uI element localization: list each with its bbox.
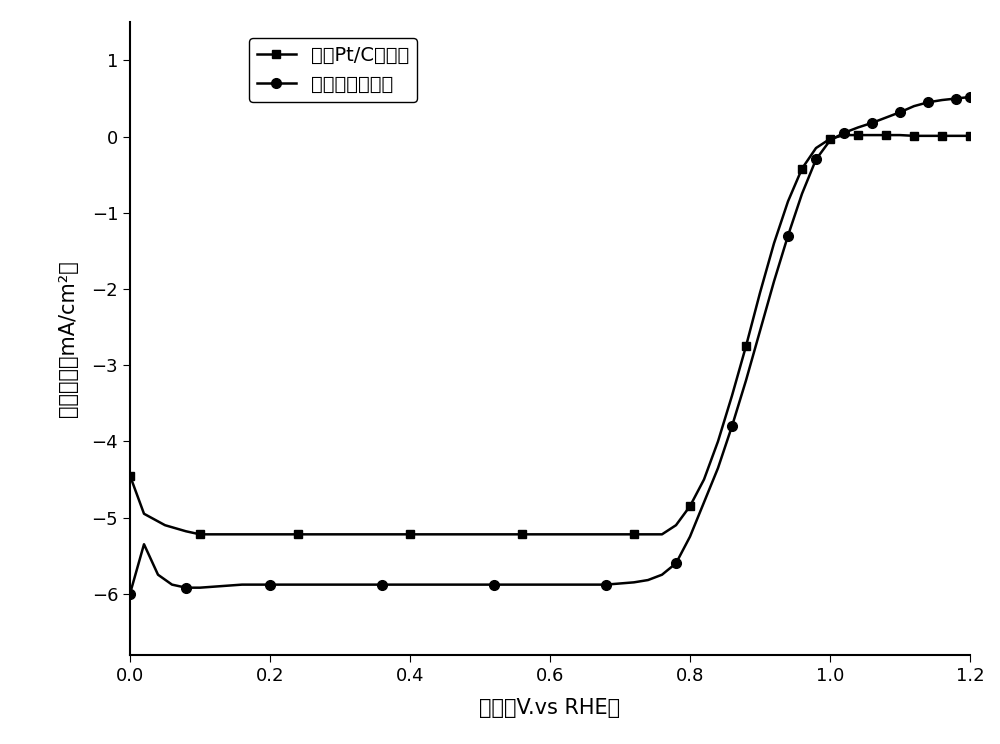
纳米杨桃催化剂 [124,589,136,598]
商业Pt/C催化剂 [768,239,780,248]
商业Pt/C催化剂 [194,530,206,539]
纳米杨桃催化剂 [922,98,934,107]
纳米杨桃催化剂 [628,578,640,587]
纳米杨桃催化剂 [376,580,388,589]
纳米杨桃催化剂 [880,113,892,122]
纳米杨桃催化剂 [488,580,500,589]
商业Pt/C催化剂 [698,475,710,484]
纳米杨桃催化剂 [642,576,654,585]
纳米杨桃催化剂 [964,92,976,101]
商业Pt/C催化剂 [964,132,976,141]
商业Pt/C催化剂 [908,132,920,141]
商业Pt/C催化剂 [236,530,248,539]
纳米杨桃催化剂 [670,559,682,568]
纳米杨桃催化剂 [138,540,150,549]
纳米杨桃催化剂 [404,580,416,589]
商业Pt/C催化剂 [376,530,388,539]
纳米杨桃催化剂 [838,128,850,137]
商业Pt/C催化剂 [572,530,584,539]
纳米杨桃催化剂 [936,95,948,104]
商业Pt/C催化剂 [138,510,150,519]
商业Pt/C催化剂 [726,391,738,400]
商业Pt/C催化剂 [124,471,136,480]
商业Pt/C催化剂 [215,530,227,539]
商业Pt/C催化剂 [292,530,304,539]
纳米杨桃催化剂 [712,464,724,472]
纳米杨桃催化剂 [796,189,808,198]
商业Pt/C催化剂 [852,131,864,140]
商业Pt/C催化剂 [432,530,444,539]
纳米杨桃催化剂 [264,580,276,589]
纳米杨桃催化剂 [726,422,738,431]
纳米杨桃催化剂 [544,580,556,589]
纳米杨桃催化剂 [460,580,472,589]
纳米杨桃催化剂 [740,376,752,385]
纳米杨桃催化剂 [698,498,710,507]
商业Pt/C催化剂 [460,530,472,539]
商业Pt/C催化剂 [782,197,794,206]
商业Pt/C催化剂 [320,530,332,539]
纳米杨桃催化剂 [236,580,248,589]
纳米杨桃催化剂 [810,155,822,164]
商业Pt/C催化剂 [404,530,416,539]
纳米杨桃催化剂 [152,570,164,579]
商业Pt/C催化剂 [642,530,654,539]
纳米杨桃催化剂 [348,580,360,589]
商业Pt/C催化剂 [544,530,556,539]
商业Pt/C催化剂 [866,131,878,140]
商业Pt/C催化剂 [712,437,724,446]
纳米杨桃催化剂 [180,583,192,592]
商业Pt/C催化剂 [600,530,612,539]
商业Pt/C催化剂 [488,530,500,539]
商业Pt/C催化剂 [880,131,892,140]
纳米杨桃催化剂 [292,580,304,589]
商业Pt/C催化剂 [936,132,948,141]
商业Pt/C催化剂 [894,131,906,140]
商业Pt/C催化剂 [810,144,822,153]
纳米杨桃催化剂 [194,583,206,592]
商业Pt/C催化剂 [348,530,360,539]
商业Pt/C催化剂 [264,530,276,539]
纳米杨桃催化剂 [754,327,766,336]
商业Pt/C催化剂 [656,530,668,539]
纳米杨桃催化剂 [432,580,444,589]
Line: 商业Pt/C催化剂: 商业Pt/C催化剂 [126,131,974,539]
纳米杨桃催化剂 [768,277,780,286]
纳米杨桃催化剂 [684,532,696,541]
商业Pt/C催化剂 [740,341,752,350]
商业Pt/C催化剂 [950,132,962,141]
Line: 纳米杨桃催化剂: 纳米杨桃催化剂 [125,92,975,599]
商业Pt/C催化剂 [796,164,808,173]
商业Pt/C催化剂 [838,131,850,140]
商业Pt/C催化剂 [180,527,192,536]
商业Pt/C催化剂 [922,132,934,141]
商业Pt/C催化剂 [628,530,640,539]
商业Pt/C催化剂 [684,501,696,510]
商业Pt/C催化剂 [159,521,171,530]
纳米杨桃催化剂 [320,580,332,589]
商业Pt/C催化剂 [824,135,836,144]
纳米杨桃催化剂 [852,123,864,132]
Legend: 商业Pt/C催化剂, 纳米杨桃催化剂: 商业Pt/C催化剂, 纳米杨桃催化剂 [249,39,417,102]
纳米杨桃催化剂 [824,136,836,145]
商业Pt/C催化剂 [670,521,682,530]
X-axis label: 电压（V.vs RHE）: 电压（V.vs RHE） [479,699,621,719]
纳米杨桃催化剂 [600,580,612,589]
纳米杨桃催化剂 [516,580,528,589]
纳米杨桃催化剂 [572,580,584,589]
纳米杨桃催化剂 [166,580,178,589]
纳米杨桃催化剂 [656,570,668,579]
纳米杨桃催化剂 [215,582,227,591]
纳米杨桃催化剂 [866,118,878,127]
纳米杨桃催化剂 [950,94,962,103]
Y-axis label: 电流密度（mA/cm²）: 电流密度（mA/cm²） [58,260,78,417]
纳米杨桃催化剂 [908,102,920,111]
商业Pt/C催化剂 [516,530,528,539]
纳米杨桃催化剂 [894,108,906,117]
纳米杨桃催化剂 [782,231,794,240]
商业Pt/C催化剂 [754,289,766,298]
